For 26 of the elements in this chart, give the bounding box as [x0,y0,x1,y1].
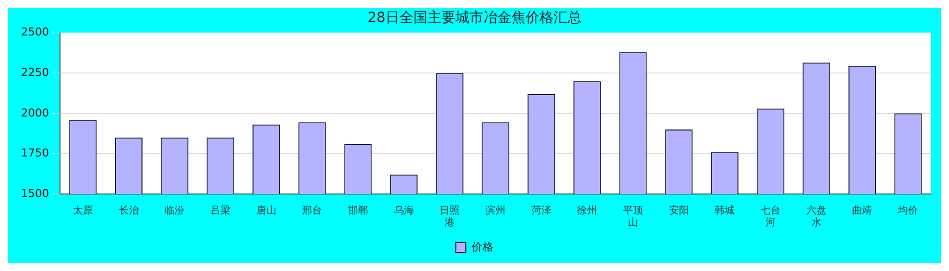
x-tick-label: 日照港 [440,206,460,229]
x-tick-label: 邢台 [302,204,322,217]
x-tick-label: 长治 [118,204,139,217]
x-tick-label: 滨州 [485,204,506,217]
x-tick-label: 徐州 [577,204,598,217]
y-tick-label: 2500 [20,26,49,39]
y-tick-label: 2250 [20,66,49,79]
x-tick-label: 乌海 [394,204,414,217]
x-tick-label: 曲靖 [852,204,872,217]
x-tick-label: 唐山 [256,204,276,217]
y-tick-label: 2000 [20,106,49,120]
x-tick-label: 临汾 [164,204,185,217]
x-tick-label: 均价 [897,204,918,217]
x-tick-label: 韩城 [714,204,735,217]
x-tick-label: 邯郸 [348,204,368,217]
y-tick-label: 1750 [20,146,49,160]
chart-title: 28日全国主要城市冶金焦价格汇总 [368,10,582,26]
x-tick-label: 吕梁 [210,204,230,217]
x-tick-label: 平顶山 [623,206,644,229]
legend-label: 价格 [470,240,494,254]
y-tick-label: 1500 [20,186,49,200]
x-tick-label: 菏泽 [531,204,552,217]
x-tick-label: 七台河 [760,204,781,229]
x-tick-label: 安阳 [668,204,689,217]
x-tick-label: 太原 [72,204,93,217]
x-tick-label: 六盘水 [806,204,826,229]
